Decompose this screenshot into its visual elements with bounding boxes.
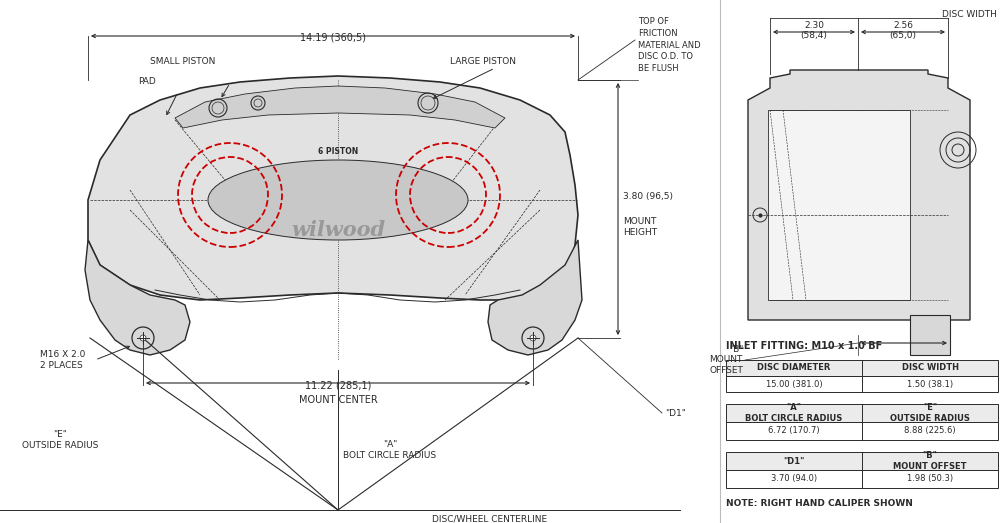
Text: LARGE PISTON: LARGE PISTON xyxy=(450,58,516,66)
Text: "D1": "D1" xyxy=(783,457,805,465)
Text: DISC WIDTH: DISC WIDTH xyxy=(902,363,958,372)
Text: 1.50 (38.1): 1.50 (38.1) xyxy=(907,380,953,389)
Text: 2.30
(58,4): 2.30 (58,4) xyxy=(801,21,827,40)
Text: 11.22 (285,1): 11.22 (285,1) xyxy=(305,380,371,390)
Text: MOUNT
HEIGHT: MOUNT HEIGHT xyxy=(623,217,657,237)
Text: 14.19 (360,5): 14.19 (360,5) xyxy=(300,32,366,42)
Polygon shape xyxy=(748,70,970,320)
Text: "A"
BOLT CIRCLE RADIUS: "A" BOLT CIRCLE RADIUS xyxy=(343,440,437,460)
Text: wilwood: wilwood xyxy=(291,220,385,240)
Text: DISC/WHEEL CENTERLINE: DISC/WHEEL CENTERLINE xyxy=(432,515,548,523)
Text: 15.00 (381.0): 15.00 (381.0) xyxy=(766,380,822,389)
Text: TOP OF
FRICTION
MATERIAL AND
DISC O.D. TO
BE FLUSH: TOP OF FRICTION MATERIAL AND DISC O.D. T… xyxy=(638,17,701,73)
Polygon shape xyxy=(768,110,910,300)
Text: DISC DIAMETER: DISC DIAMETER xyxy=(757,363,831,372)
Text: "B"
MOUNT
OFFSET: "B" MOUNT OFFSET xyxy=(709,345,743,375)
Text: 6 PISTON: 6 PISTON xyxy=(318,147,358,156)
Text: "A"
BOLT CIRCLE RADIUS: "A" BOLT CIRCLE RADIUS xyxy=(745,403,843,423)
FancyBboxPatch shape xyxy=(726,376,998,392)
Text: 6.72 (170.7): 6.72 (170.7) xyxy=(768,426,820,436)
Polygon shape xyxy=(488,240,582,355)
FancyBboxPatch shape xyxy=(726,422,998,440)
Text: 3.70 (94.0): 3.70 (94.0) xyxy=(771,474,817,483)
Circle shape xyxy=(530,335,536,341)
Polygon shape xyxy=(88,76,578,300)
Polygon shape xyxy=(85,240,190,355)
FancyBboxPatch shape xyxy=(726,360,998,376)
Polygon shape xyxy=(910,315,950,355)
Text: 1.98 (50.3): 1.98 (50.3) xyxy=(907,474,953,483)
Text: MOUNT CENTER: MOUNT CENTER xyxy=(299,395,377,405)
Text: "B"
MOUNT OFFSET: "B" MOUNT OFFSET xyxy=(893,451,967,471)
Text: NOTE: RIGHT HAND CALIPER SHOWN: NOTE: RIGHT HAND CALIPER SHOWN xyxy=(726,499,913,508)
Text: 3.80 (96,5): 3.80 (96,5) xyxy=(623,192,673,201)
FancyBboxPatch shape xyxy=(726,452,998,470)
FancyBboxPatch shape xyxy=(726,470,998,488)
Text: PAD: PAD xyxy=(138,77,156,86)
Circle shape xyxy=(140,335,146,341)
Text: INLET FITTING: M10 x 1.0 BF: INLET FITTING: M10 x 1.0 BF xyxy=(726,341,882,351)
Text: DISC WIDTH: DISC WIDTH xyxy=(942,10,997,19)
Text: SMALL PISTON: SMALL PISTON xyxy=(150,58,215,66)
Text: 2.56
(65,0): 2.56 (65,0) xyxy=(890,21,916,40)
Text: "E"
OUTSIDE RADIUS: "E" OUTSIDE RADIUS xyxy=(890,403,970,423)
Polygon shape xyxy=(175,86,505,128)
Text: "D1": "D1" xyxy=(665,408,686,417)
Text: 8.88 (225.6): 8.88 (225.6) xyxy=(904,426,956,436)
Text: M16 X 2.0
2 PLACES: M16 X 2.0 2 PLACES xyxy=(40,350,85,370)
Ellipse shape xyxy=(208,160,468,240)
FancyBboxPatch shape xyxy=(726,404,998,422)
Text: "E"
OUTSIDE RADIUS: "E" OUTSIDE RADIUS xyxy=(22,430,98,450)
